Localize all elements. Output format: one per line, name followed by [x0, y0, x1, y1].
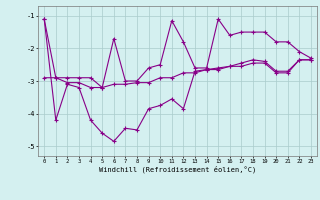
- X-axis label: Windchill (Refroidissement éolien,°C): Windchill (Refroidissement éolien,°C): [99, 166, 256, 173]
